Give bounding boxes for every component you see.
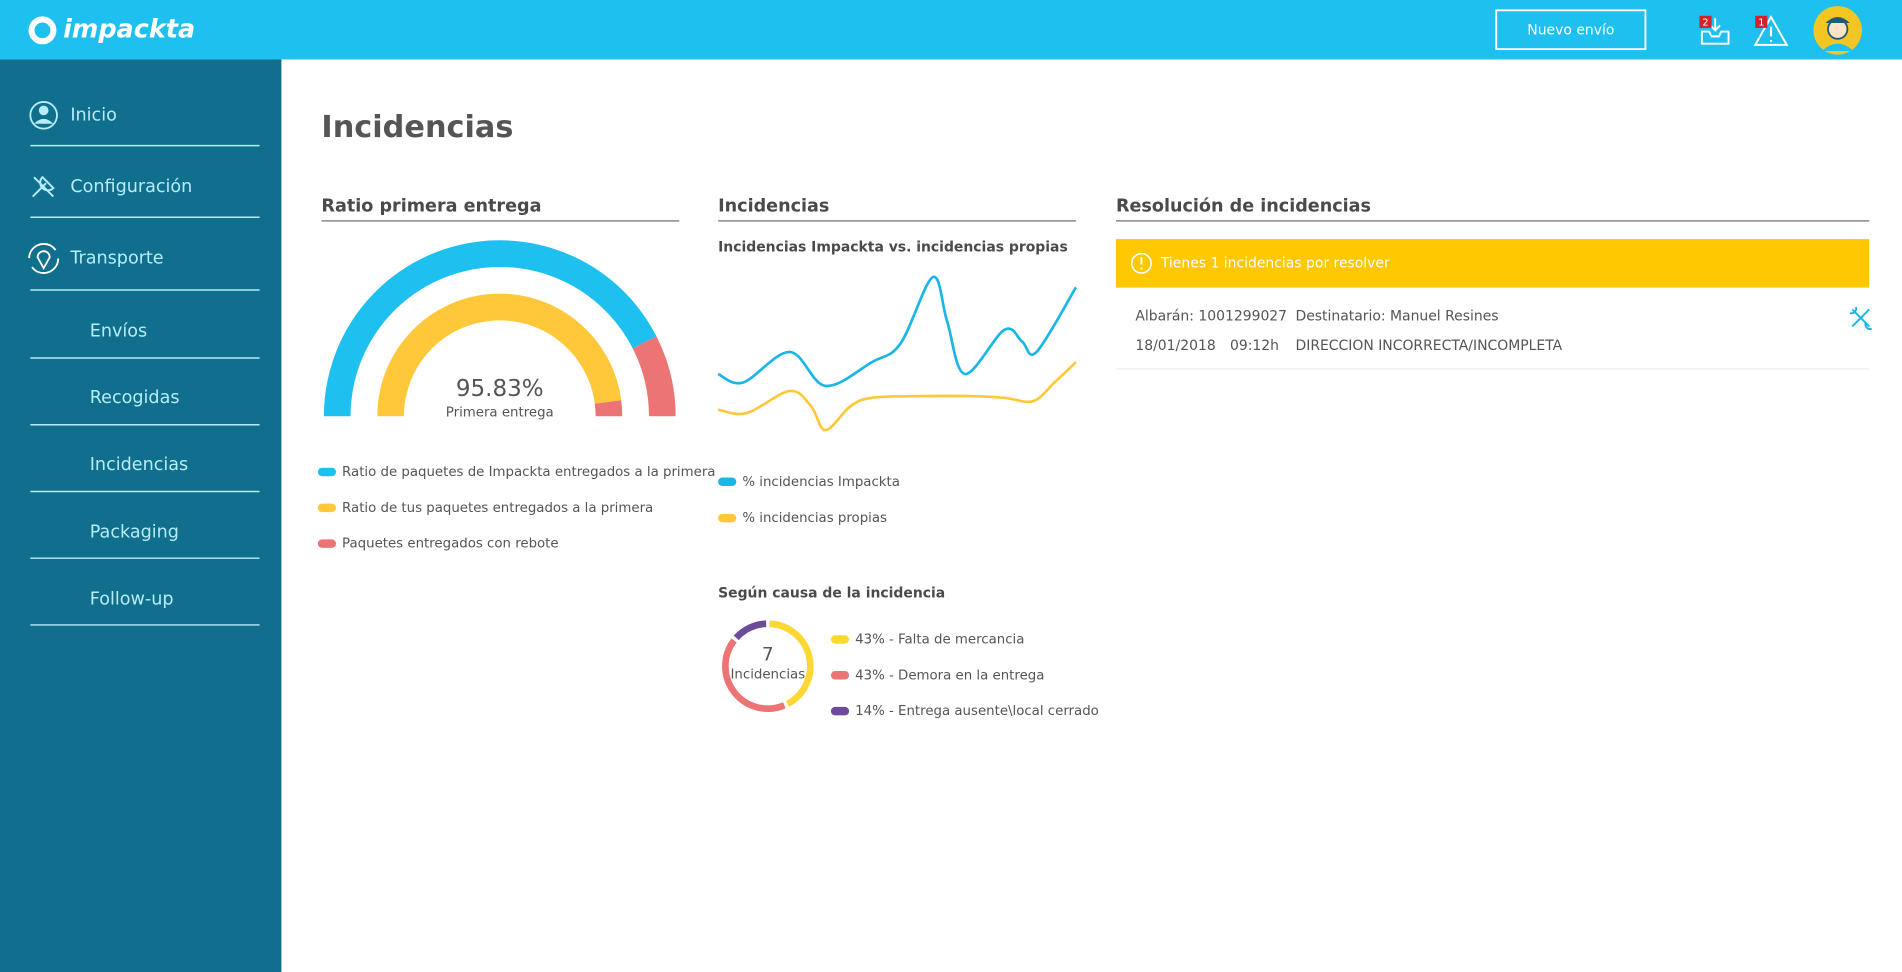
inbox-shape bbox=[1700, 30, 1730, 45]
menu-item[interactable]: Configuración bbox=[70, 177, 192, 197]
transport-icon-ring bbox=[28, 243, 60, 274]
menu-item[interactable]: Recogidas bbox=[90, 388, 180, 408]
menu-item[interactable]: Follow-up bbox=[90, 589, 174, 609]
inbox-icon[interactable]: 2 bbox=[1699, 15, 1730, 45]
alert-text: Tienes 1 incidencias por resolver bbox=[1160, 255, 1390, 271]
config-icon bbox=[32, 175, 55, 198]
section-title: Resolución de incidencias bbox=[1116, 196, 1371, 216]
legend-label: 43% - Demora en la entrega bbox=[855, 668, 1044, 683]
donut-caption: Incidencias bbox=[731, 668, 806, 683]
logo: impackta bbox=[63, 14, 195, 44]
alert-triangle bbox=[1753, 15, 1789, 46]
charts: Ratio primera entrega 95.83% Primera entre… bbox=[317, 196, 1099, 719]
avatar-body bbox=[1821, 43, 1854, 51]
home-icon-head bbox=[38, 105, 49, 116]
legend-swatch bbox=[317, 539, 337, 548]
recipient: Destinatario: Manuel Resines bbox=[1295, 309, 1498, 325]
home-icon bbox=[29, 101, 58, 130]
transport-icon-pin bbox=[36, 250, 51, 271]
sidebar-menu: Inicio Configuración Transporte Envíos Recog… bbox=[30, 105, 260, 626]
logo-icon bbox=[28, 16, 57, 45]
legend-label: Ratio de paquetes de Impackta entregados… bbox=[342, 465, 715, 480]
gauge-segment bbox=[594, 400, 623, 417]
section-title: Incidencias bbox=[718, 196, 829, 216]
legend-label: 14% - Entrega ausente\local cerrado bbox=[855, 704, 1099, 719]
inbox-arrow bbox=[1709, 18, 1721, 32]
gauge-segment bbox=[632, 336, 676, 417]
avatar[interactable] bbox=[1813, 6, 1862, 55]
line-series bbox=[717, 361, 1077, 432]
delivery-note: Albarán: 1001299027 bbox=[1135, 309, 1287, 325]
alert-bar bbox=[1115, 239, 1870, 288]
badge-count: 1 bbox=[1758, 17, 1764, 28]
legend-label: Ratio de tus paquetes entregados a la pr… bbox=[342, 501, 653, 516]
badge bbox=[1699, 15, 1712, 28]
donut-segment bbox=[722, 638, 786, 712]
badge bbox=[1755, 15, 1768, 28]
menu-item[interactable]: Packaging bbox=[90, 523, 179, 543]
legend-label: % incidencias propias bbox=[742, 511, 887, 526]
gauge-segment bbox=[323, 240, 657, 417]
legend-swatch bbox=[317, 503, 337, 513]
sidebar bbox=[0, 59, 282, 972]
donut-segment bbox=[769, 620, 814, 707]
home-icon-body bbox=[33, 118, 54, 124]
legend-swatch bbox=[830, 706, 850, 716]
avatar-hair bbox=[1825, 16, 1850, 24]
page-title: Incidencias bbox=[321, 110, 513, 145]
chart-subtitle: Según causa de la incidencia bbox=[718, 585, 945, 601]
date: 18/01/2018 bbox=[1135, 338, 1215, 354]
alert-icon[interactable]: 1 bbox=[1753, 15, 1789, 46]
legend-swatch bbox=[830, 671, 850, 680]
menu-item[interactable]: Incidencias bbox=[90, 455, 188, 475]
legend-label: Paquetes entregados con rebote bbox=[342, 537, 559, 552]
new-shipment-label[interactable]: Nuevo envío bbox=[1527, 22, 1614, 38]
menu-item[interactable]: Inicio bbox=[70, 105, 117, 125]
legend-swatch bbox=[718, 513, 737, 523]
time: 09:12h bbox=[1230, 338, 1279, 354]
donut-segment bbox=[733, 620, 767, 641]
menu-item[interactable]: Envíos bbox=[90, 321, 147, 341]
gauge-segment bbox=[377, 293, 622, 417]
gauge-value: 95.83% bbox=[456, 376, 544, 402]
legend-label: 43% - Falta de mercancia bbox=[855, 633, 1024, 648]
menu-item[interactable]: Transporte bbox=[69, 248, 163, 268]
gauge-caption: Primera entrega bbox=[446, 406, 554, 421]
line-series bbox=[717, 275, 1078, 388]
donut-total: 7 bbox=[762, 644, 774, 665]
new-shipment-button[interactable] bbox=[1495, 9, 1647, 51]
chart-subtitle: Incidencias Impackta vs. incidencias pro… bbox=[718, 240, 1068, 256]
reason: DIRECCION INCORRECTA/INCOMPLETA bbox=[1295, 338, 1562, 354]
resolve-tool[interactable] bbox=[1849, 306, 1872, 331]
legend-label: % incidencias Impackta bbox=[742, 475, 900, 490]
badge-count: 2 bbox=[1702, 17, 1708, 28]
header bbox=[0, 0, 1902, 60]
legend-swatch bbox=[718, 477, 737, 486]
legend-swatch bbox=[830, 635, 850, 644]
legend-swatch bbox=[317, 467, 337, 477]
alert-bar-icon bbox=[1130, 252, 1152, 274]
section-title: Ratio primera entrega bbox=[321, 196, 541, 216]
